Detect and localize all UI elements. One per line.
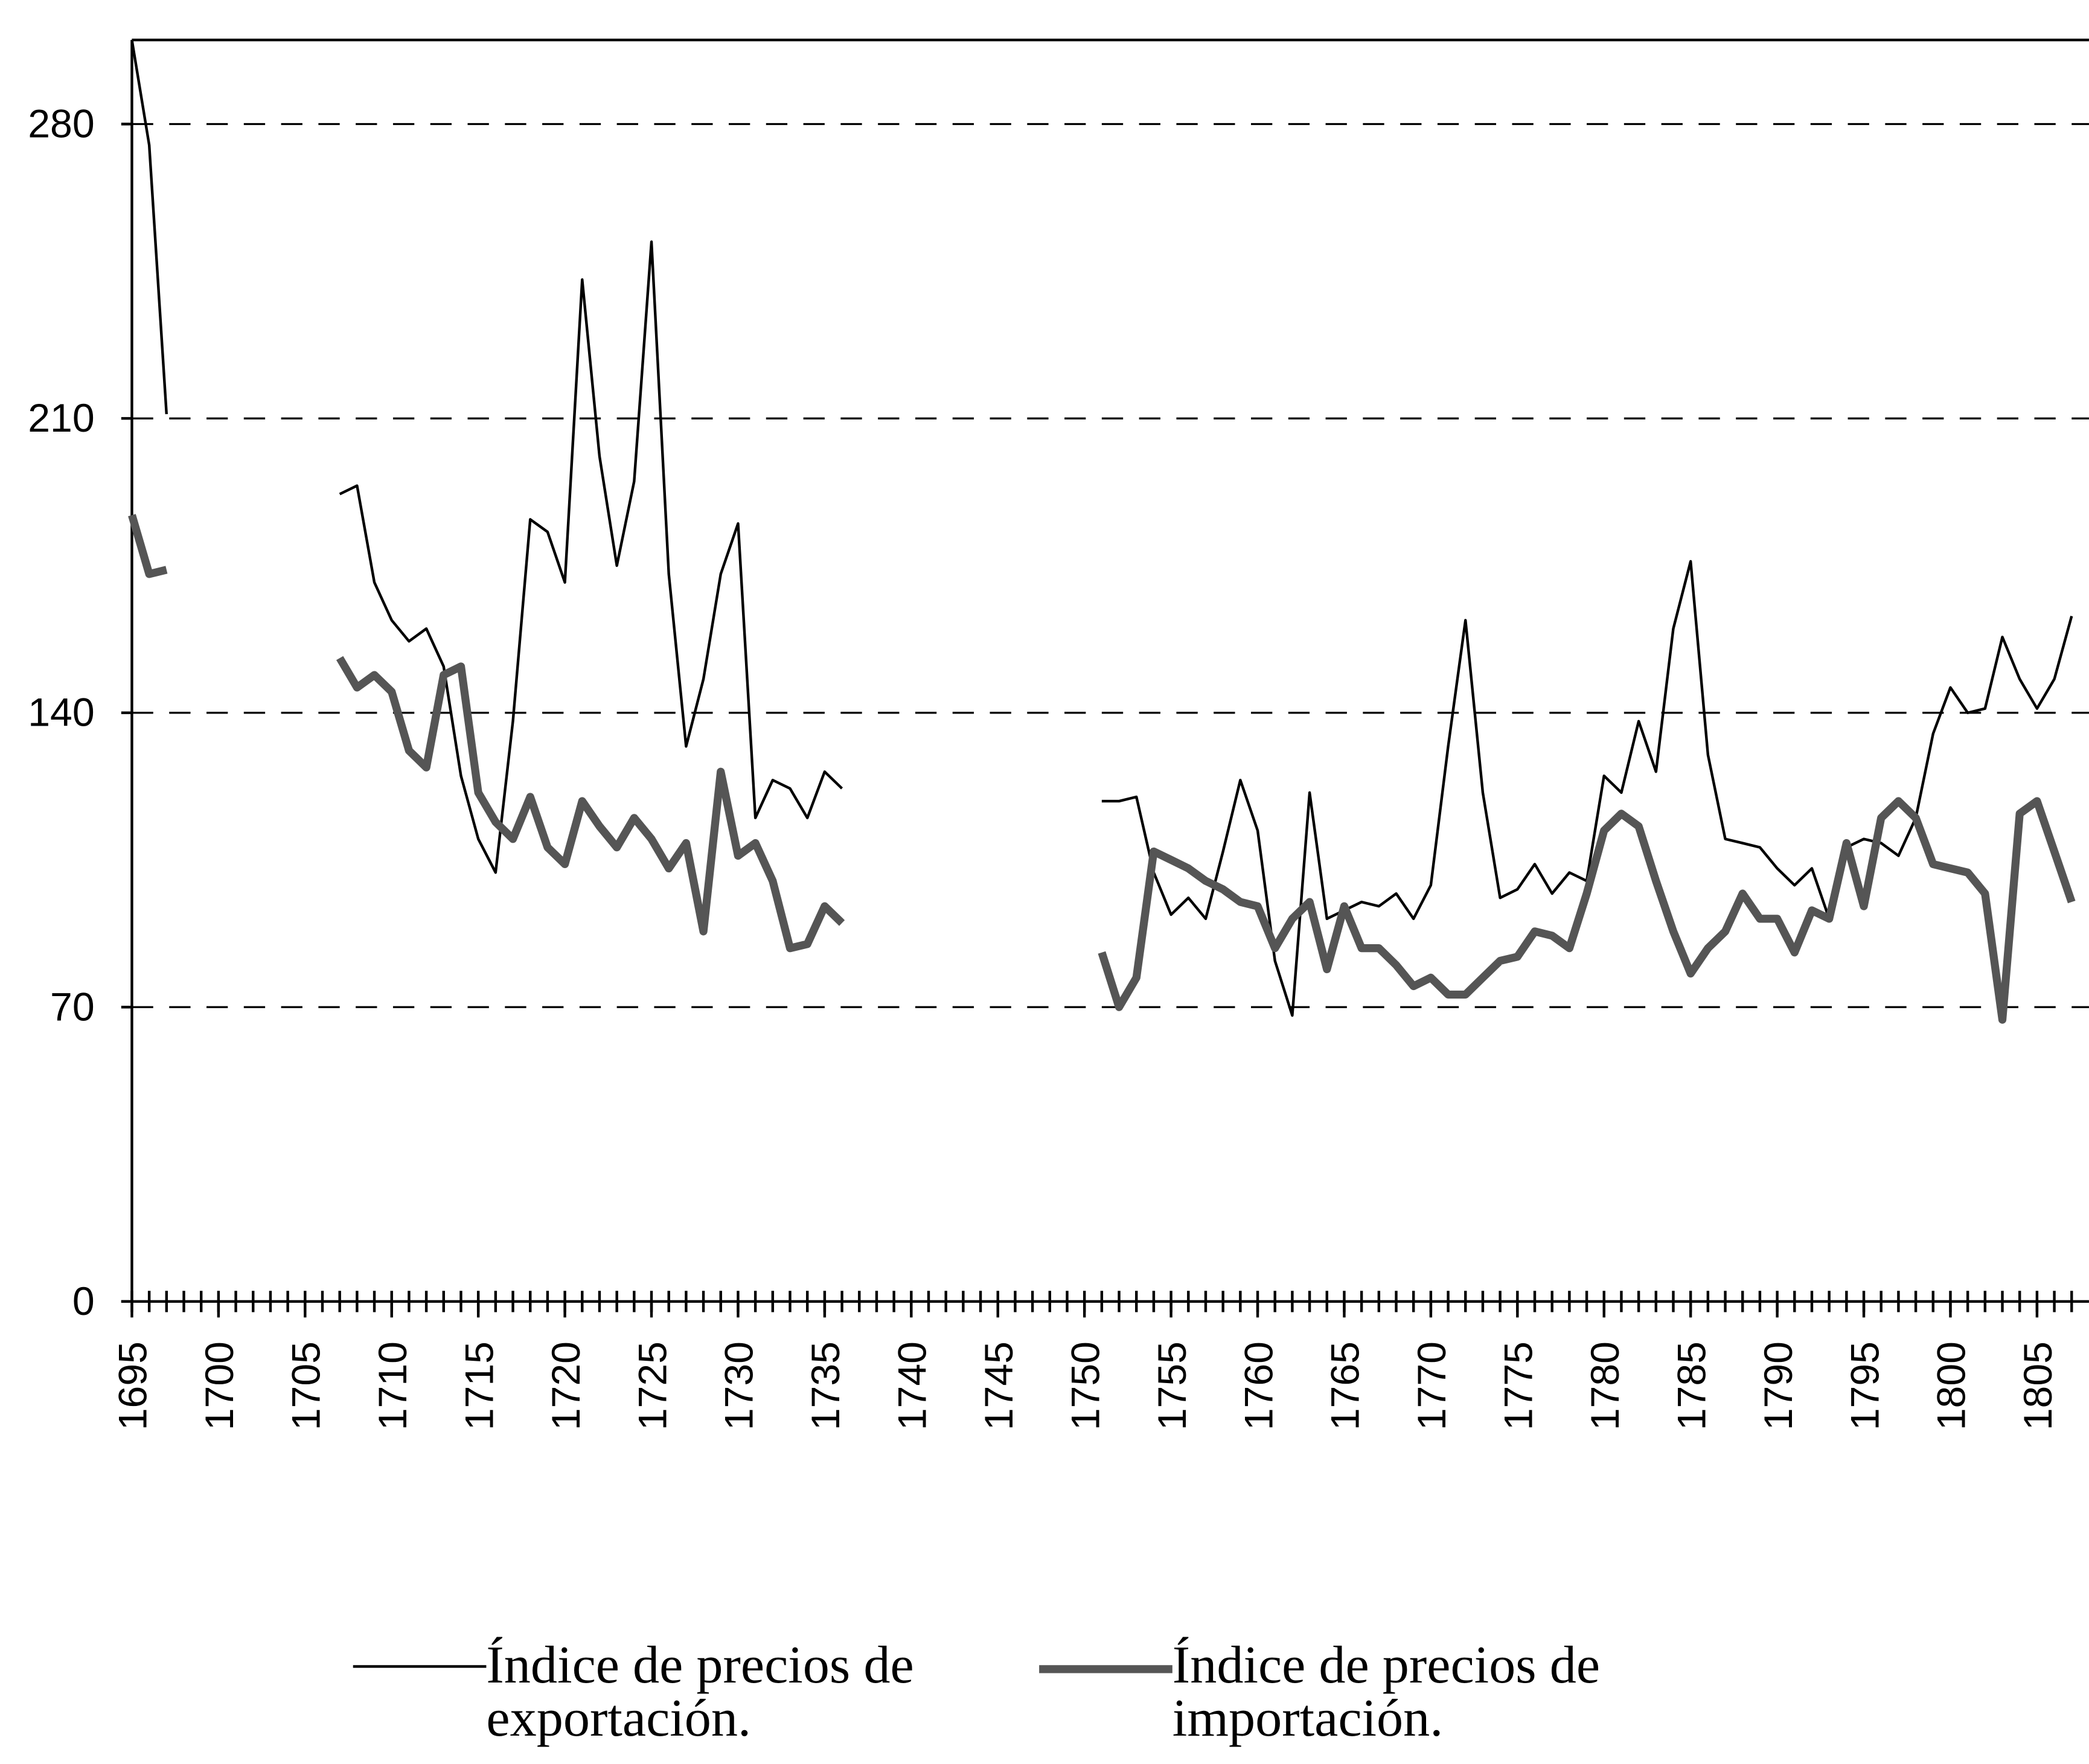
y-tick-label: 0	[72, 1279, 95, 1324]
x-tick-label: 1805	[2016, 1341, 2061, 1430]
x-tick-label: 1770	[1410, 1341, 1454, 1430]
x-tick-label: 1710	[371, 1341, 415, 1430]
legend-item: Índice de precios de importación.	[1039, 1638, 1612, 1745]
x-tick-label: 1765	[1323, 1341, 1368, 1430]
x-tick-label: 1755	[1150, 1341, 1195, 1430]
y-tick-label: 140	[28, 691, 94, 735]
x-tick-label: 1715	[457, 1341, 502, 1430]
x-tick-label: 1740	[891, 1341, 935, 1430]
series-line	[130, 39, 2073, 1017]
x-tick-label: 1775	[1497, 1341, 1541, 1430]
x-tick-label: 1780	[1583, 1341, 1628, 1430]
legend-item: Índice de precios de exportación.	[353, 1638, 926, 1745]
y-tick-label: 70	[50, 985, 95, 1029]
legend-label: Índice de precios de exportación.	[486, 1634, 914, 1748]
x-tick-label: 1725	[630, 1341, 675, 1430]
legend-label: Índice de precios de importación.	[1172, 1634, 1601, 1748]
legend-swatch	[353, 1665, 487, 1668]
x-tick-label: 1795	[1843, 1341, 1887, 1430]
x-tick-label: 1800	[1930, 1341, 1974, 1430]
y-tick-label: 210	[28, 396, 94, 441]
x-tick-label: 1700	[197, 1341, 242, 1430]
y-tick-label: 280	[28, 102, 94, 147]
x-tick-label: 1760	[1236, 1341, 1281, 1430]
x-tick-label: 1730	[717, 1341, 762, 1430]
x-tick-label: 1745	[977, 1341, 1022, 1430]
series-line	[128, 514, 2076, 1024]
x-tick-label: 1720	[544, 1341, 589, 1430]
x-tick-label: 1785	[1669, 1341, 1714, 1430]
x-tick-label: 1790	[1756, 1341, 1801, 1430]
x-tick-label: 1705	[284, 1341, 329, 1430]
x-tick-label: 1750	[1063, 1341, 1108, 1430]
legend-swatch	[1039, 1665, 1172, 1673]
x-tick-label: 1735	[804, 1341, 848, 1430]
x-tick-label: 1695	[111, 1341, 156, 1430]
